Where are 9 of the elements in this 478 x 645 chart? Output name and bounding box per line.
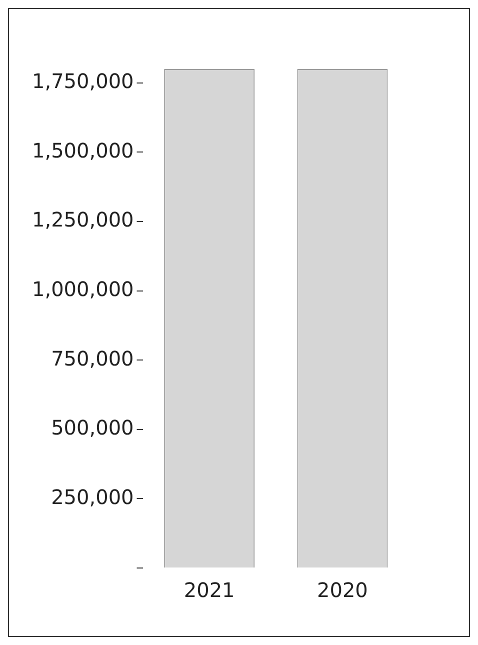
y-tick-label: 750,000 xyxy=(51,346,134,370)
y-tick-label: 1,000,000 xyxy=(32,276,134,301)
y-tick-label: 1,500,000 xyxy=(32,138,134,162)
y-tick-label: 500,000 xyxy=(51,416,134,440)
y-tick-label: 1,250,000 xyxy=(32,208,134,232)
x-tick-label: 2021 xyxy=(184,578,235,602)
y-tick-label: 1,750,000 xyxy=(32,69,134,94)
x-tick-label: 2020 xyxy=(316,578,368,602)
y-tick-label: 250,000 xyxy=(51,484,134,509)
